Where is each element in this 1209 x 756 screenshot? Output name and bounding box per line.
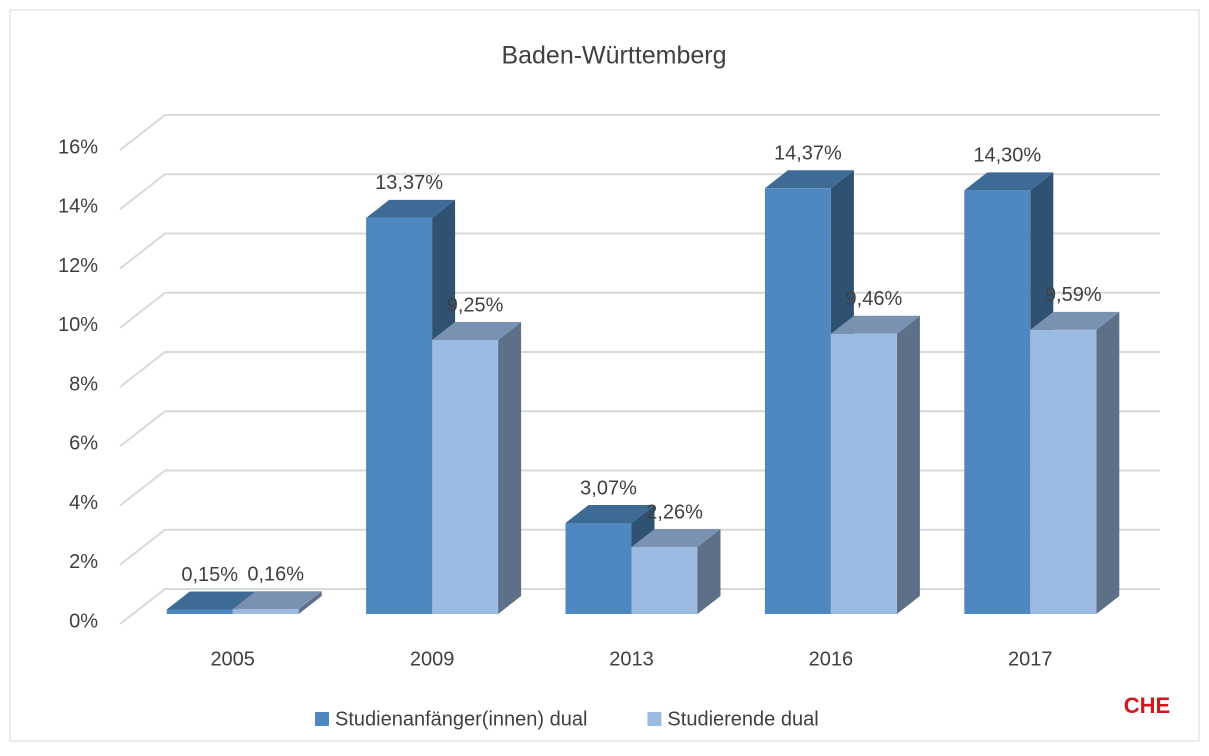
x-tick-label: 2009 <box>410 648 455 670</box>
value-label: 14,37% <box>774 143 842 165</box>
legend-swatch <box>315 712 329 726</box>
y-tick-label: 2% <box>69 551 98 573</box>
bar-face <box>565 505 655 524</box>
bar-face <box>631 529 721 548</box>
bar-face <box>764 170 854 189</box>
x-tick-label: 2005 <box>210 648 255 670</box>
bar-face <box>964 172 1054 191</box>
x-tick-label: 2013 <box>609 648 654 670</box>
y-tick-label: 4% <box>69 492 98 514</box>
bar-face <box>1096 311 1120 614</box>
bar <box>631 529 721 614</box>
bar <box>830 315 920 614</box>
bar-face <box>697 529 721 614</box>
value-label: 0,15% <box>181 564 238 586</box>
bar-face <box>764 188 831 614</box>
y-tick-label: 10% <box>58 314 98 336</box>
value-label: 9,25% <box>447 294 504 316</box>
legend-label: Studierende dual <box>667 708 818 730</box>
value-label: 9,59% <box>1045 284 1102 306</box>
grid-line <box>119 114 1160 151</box>
bar-face <box>830 315 920 334</box>
value-label: 14,30% <box>973 145 1041 167</box>
x-tick-label: 2016 <box>809 648 854 670</box>
bar-face <box>232 609 299 614</box>
bar-face <box>565 523 632 614</box>
bar-face <box>232 591 322 610</box>
y-tick-label: 12% <box>58 255 98 277</box>
value-label: 0,16% <box>247 564 304 586</box>
chart-title: Baden-Württemberg <box>501 42 726 70</box>
bar-face <box>631 547 698 614</box>
y-tick-label: 6% <box>69 433 98 455</box>
legend-swatch <box>647 712 662 726</box>
bar-face <box>896 315 920 614</box>
bar-face <box>830 333 897 614</box>
value-label: 3,07% <box>580 477 637 499</box>
bar <box>232 591 322 614</box>
bar <box>1030 311 1120 614</box>
bar-face <box>432 321 522 340</box>
bar-face <box>166 609 233 614</box>
y-tick-label: 14% <box>58 196 98 218</box>
bar-face <box>366 217 433 614</box>
bar-face <box>432 339 499 614</box>
bar-face <box>366 199 456 218</box>
bar-face <box>498 321 522 614</box>
bar-face <box>964 190 1031 615</box>
logo: CHE <box>1124 693 1170 718</box>
value-label: 13,37% <box>375 172 443 194</box>
y-tick-label: 16% <box>58 136 98 158</box>
bar-face <box>298 591 322 614</box>
bar-face <box>1030 329 1097 614</box>
bar <box>432 321 522 614</box>
legend-label: Studienanfänger(innen) dual <box>335 708 587 730</box>
x-tick-label: 2017 <box>1008 648 1053 670</box>
y-tick-label: 0% <box>69 610 98 632</box>
value-label: 9,46% <box>846 288 903 310</box>
bar-face <box>166 591 256 610</box>
value-label: 2,26% <box>646 501 703 523</box>
y-tick-label: 8% <box>69 373 98 395</box>
bar-face <box>1030 311 1120 330</box>
